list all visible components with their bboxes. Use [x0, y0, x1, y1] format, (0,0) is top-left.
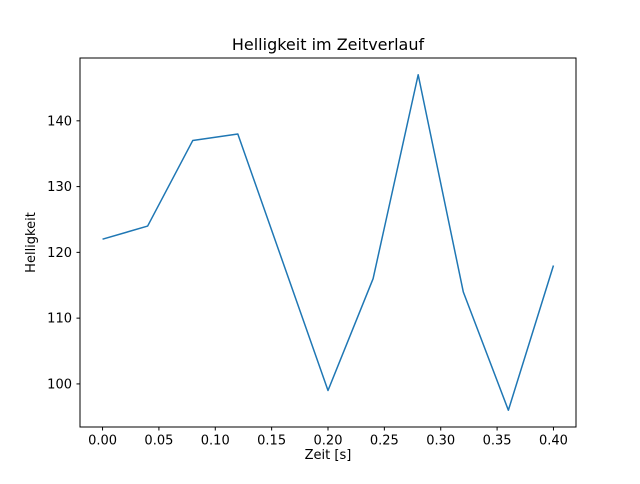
y-tick-label: 110 — [47, 312, 72, 327]
x-tick-label: 0.25 — [370, 434, 399, 449]
x-tick-label: 0.20 — [314, 434, 343, 449]
y-tick-label: 140 — [47, 114, 72, 129]
x-tick-label: 0.30 — [426, 434, 455, 449]
x-tick-label: 0.05 — [144, 434, 173, 449]
x-tick-label: 0.35 — [483, 434, 512, 449]
x-tick-label: 0.00 — [88, 434, 117, 449]
y-axis-ticks: 100 110 120 130 140 — [47, 114, 80, 392]
y-tick-label: 120 — [47, 246, 72, 261]
data-line — [102, 74, 555, 411]
x-tick-label: 0.15 — [257, 434, 286, 449]
x-axis-ticks: 0.00 0.05 0.10 0.15 0.20 0.25 0.30 0.35 0.40 — [88, 427, 568, 449]
x-tick-label: 0.10 — [201, 434, 230, 449]
y-axis-label: Helligkeit — [24, 212, 39, 273]
y-tick-label: 100 — [47, 377, 72, 392]
x-axis-label: Zeit [s] — [305, 448, 352, 463]
x-tick-label: 0.40 — [539, 434, 568, 449]
plot-border — [79, 57, 577, 428]
y-tick-label: 130 — [47, 180, 72, 195]
chart-title: Helligkeit im Zeitverlauf — [232, 35, 425, 54]
